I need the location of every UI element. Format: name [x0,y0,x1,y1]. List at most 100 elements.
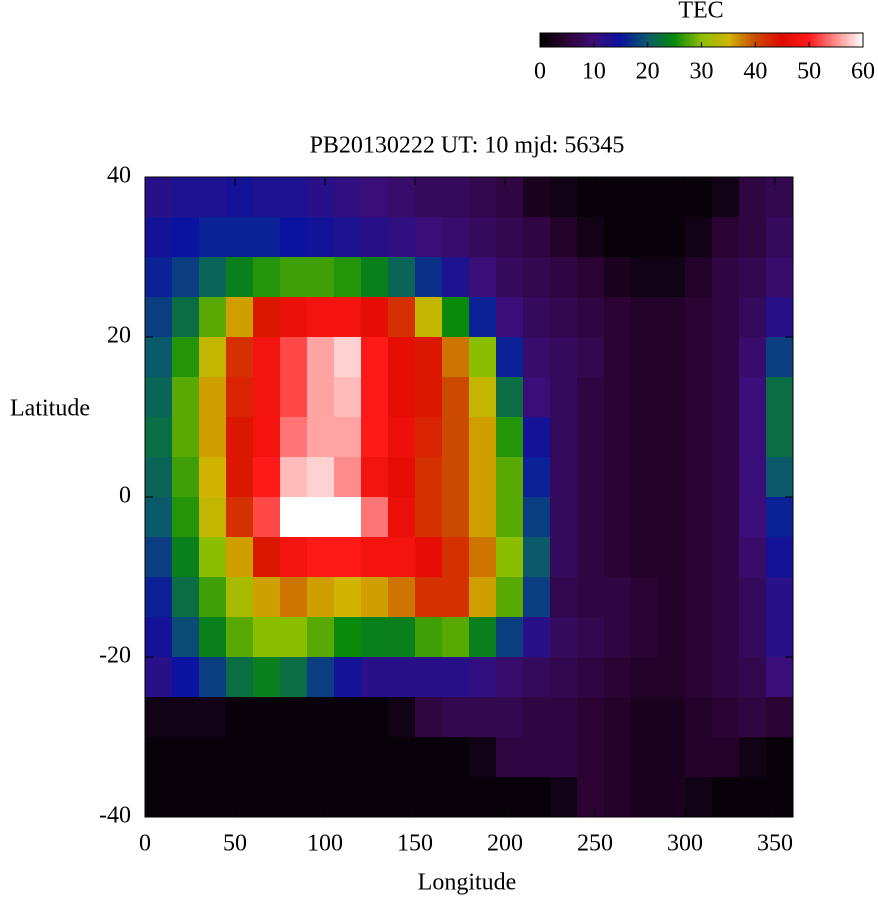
heat-cell [766,457,794,498]
heat-cell [442,457,470,498]
heat-cell [253,697,281,738]
x-tick-label: 300 [667,831,703,857]
heat-cell [442,177,470,218]
x-tick-label: 150 [397,831,433,857]
heat-cell [199,777,227,818]
heat-cell [280,257,308,298]
heat-cell [442,297,470,338]
heat-cell [388,697,416,738]
heat-cell [577,497,605,538]
heat-cell [307,257,335,298]
heat-cell [739,337,767,378]
heat-cell [226,337,254,378]
y-tick-label: -20 [99,643,131,669]
heat-cell [145,617,173,658]
heat-cell [415,497,443,538]
chart-title: PB20130222 UT: 10 mjd: 56345 [310,133,625,159]
heat-cell [523,417,551,458]
heat-cell [172,617,200,658]
heat-cell [604,257,632,298]
heat-cell [658,617,686,658]
heat-cell [658,577,686,618]
heat-cell [496,457,524,498]
heat-cell [685,737,713,778]
heat-cell [172,457,200,498]
heat-cell [334,497,362,538]
heat-cell [307,777,335,818]
heat-cell [712,217,740,258]
heat-cell [604,457,632,498]
heat-cell [307,697,335,738]
heat-cell [631,537,659,578]
heat-cell [577,537,605,578]
heat-cell [334,417,362,458]
heat-cell [523,497,551,538]
heat-cell [145,297,173,338]
heat-cell [199,257,227,298]
heat-cell [739,497,767,538]
heat-cell [469,177,497,218]
x-tick-label: 250 [577,831,613,857]
heat-cell [145,377,173,418]
x-axis-label: Longitude [418,870,517,896]
heat-cell [766,737,794,778]
heat-cell [172,177,200,218]
heat-cell [145,657,173,698]
heat-cell [766,537,794,578]
heat-cell [469,257,497,298]
heat-cell [253,377,281,418]
heat-cell [253,337,281,378]
heat-cell [334,617,362,658]
x-tick-label: 50 [223,831,247,857]
heat-cell [226,417,254,458]
heat-cell [145,217,173,258]
heat-cell [199,177,227,218]
heat-cell [658,297,686,338]
heat-cell [631,457,659,498]
heat-cell [361,657,389,698]
heat-cell [712,697,740,738]
heat-cell [280,497,308,538]
heat-cell [199,537,227,578]
heat-cell [415,577,443,618]
heat-cell [739,537,767,578]
heat-cell [334,697,362,738]
heat-cell [550,377,578,418]
heat-cell [388,657,416,698]
heat-cell [631,657,659,698]
heat-cell [253,497,281,538]
heat-cell [199,217,227,258]
heat-cell [496,177,524,218]
heat-cell [361,217,389,258]
heat-cell [550,497,578,538]
heat-cell [739,217,767,258]
heat-cell [253,537,281,578]
heat-cell [226,457,254,498]
heat-cell [415,417,443,458]
heat-cell [739,457,767,498]
heat-cell [415,377,443,418]
heat-cell [307,417,335,458]
heat-cell [442,377,470,418]
heat-cell [226,777,254,818]
heat-cell [415,337,443,378]
heat-cell [523,217,551,258]
heat-cell [712,457,740,498]
heat-cell [388,377,416,418]
heat-cell [334,377,362,418]
heat-cell [280,417,308,458]
heat-cell [577,617,605,658]
heat-cell [658,457,686,498]
heat-cell [469,697,497,738]
x-tick-label: 100 [307,831,343,857]
heat-cell [388,457,416,498]
heat-cell [199,497,227,538]
heat-cell [658,217,686,258]
heat-cell [523,577,551,618]
heat-cell [658,417,686,458]
heat-cell [523,457,551,498]
heat-cell [496,497,524,538]
heat-cell [415,617,443,658]
heat-cell [631,777,659,818]
